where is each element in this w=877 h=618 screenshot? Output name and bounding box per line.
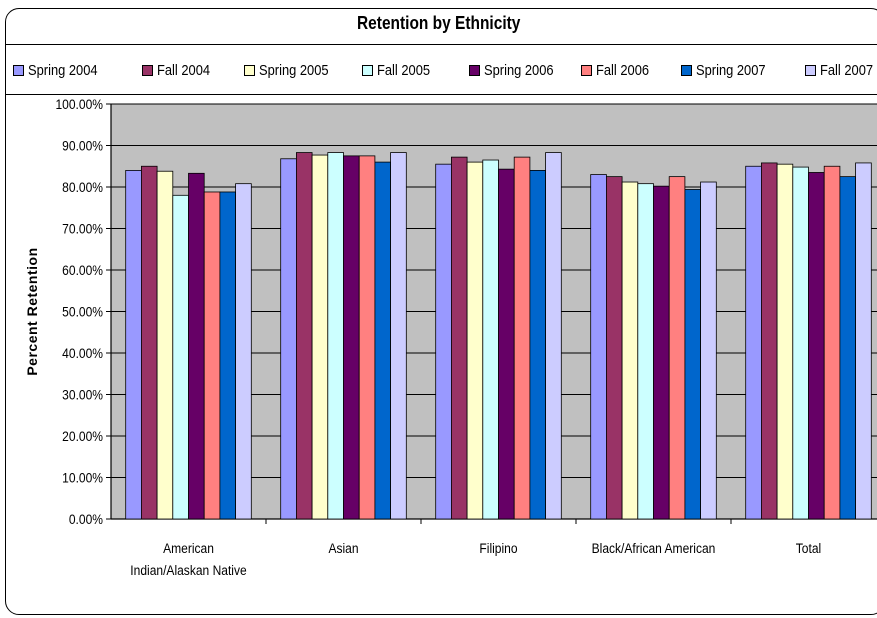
bar — [390, 152, 407, 520]
legend-swatch — [581, 64, 592, 76]
legend-swatch — [244, 64, 255, 76]
legend-label: Fall 2006 — [596, 61, 650, 79]
bar — [498, 168, 515, 520]
bar — [343, 155, 360, 520]
bar — [839, 176, 857, 520]
x-category-label: Filipino — [479, 540, 517, 556]
legend: Spring 2004 Fall 2004 Spring 2005 Fall 2005… — [0, 56, 877, 84]
legend-label: Fall 2007 — [820, 61, 874, 79]
bar — [435, 163, 452, 520]
y-axis-title: Percent Retention — [24, 247, 40, 375]
bar — [235, 183, 252, 520]
y-tick-label: 60.00% — [62, 262, 103, 278]
bar — [684, 189, 702, 520]
x-category-label: Asian — [328, 540, 358, 556]
bar — [653, 185, 670, 520]
legend-label: Spring 2006 — [484, 61, 554, 79]
bar — [761, 162, 778, 520]
bar — [311, 154, 329, 520]
bar — [668, 176, 686, 520]
bar — [450, 156, 468, 520]
bar — [776, 163, 794, 520]
bar — [529, 169, 547, 520]
y-tick-label: 80.00% — [62, 179, 103, 195]
bar — [745, 165, 762, 520]
bar — [855, 162, 872, 520]
legend-swatch — [142, 64, 153, 76]
bar — [545, 152, 562, 520]
bar — [156, 170, 174, 520]
legend-item: Fall 2006 — [581, 56, 658, 84]
bar — [358, 155, 376, 520]
legend-divider — [5, 94, 877, 95]
legend-item: Fall 2007 — [805, 56, 877, 84]
bar — [140, 165, 158, 520]
y-tick-label: 30.00% — [62, 387, 103, 403]
bar — [700, 181, 717, 520]
x-category-label: Black/African American — [592, 540, 716, 556]
bar — [188, 172, 205, 520]
legend-swatch — [362, 64, 373, 76]
bar — [590, 174, 607, 520]
bar — [374, 161, 391, 520]
bar — [280, 158, 297, 520]
legend-item: Spring 2006 — [469, 56, 565, 84]
y-tick-label: 90.00% — [62, 138, 103, 154]
legend-swatch — [805, 64, 816, 76]
chart-title: Retention by Ethnicity — [356, 13, 521, 33]
legend-label: Spring 2005 — [259, 61, 329, 79]
legend-label: Fall 2005 — [377, 61, 431, 79]
y-tick-label: 20.00% — [62, 428, 103, 444]
legend-item: Spring 2005 — [244, 56, 340, 84]
legend-item: Fall 2004 — [142, 56, 219, 84]
bar — [792, 166, 809, 520]
y-tick-label: 10.00% — [62, 470, 103, 486]
bar — [203, 191, 221, 520]
legend-label: Spring 2004 — [28, 61, 98, 79]
bar — [125, 169, 142, 520]
legend-swatch — [681, 64, 692, 76]
y-tick-label: 40.00% — [62, 345, 103, 361]
legend-swatch — [13, 64, 24, 76]
bar — [513, 156, 531, 520]
bar — [637, 183, 654, 520]
y-tick-label: 50.00% — [62, 304, 103, 320]
x-category-label: American — [163, 540, 214, 556]
bar — [327, 152, 344, 520]
legend-item: Spring 2004 — [13, 56, 109, 84]
y-tick-label: 70.00% — [62, 221, 103, 237]
legend-swatch — [469, 64, 480, 76]
bar — [823, 165, 841, 520]
x-category-label: Total — [796, 540, 822, 556]
bar — [172, 194, 189, 520]
legend-label: Spring 2007 — [696, 61, 766, 79]
y-tick-label: 0.00% — [69, 511, 103, 527]
bar — [606, 176, 623, 520]
bar — [808, 172, 825, 520]
title-divider — [5, 44, 877, 45]
y-tick-label: 100.00% — [55, 96, 103, 112]
bar — [295, 152, 313, 520]
bar — [621, 181, 639, 520]
bar — [219, 191, 236, 520]
bar — [482, 159, 499, 520]
legend-label: Fall 2004 — [157, 61, 211, 79]
x-category-label: Indian/Alaskan Native — [130, 562, 246, 578]
legend-item: Spring 2007 — [681, 56, 777, 84]
bar — [466, 161, 484, 520]
legend-item: Fall 2005 — [362, 56, 439, 84]
